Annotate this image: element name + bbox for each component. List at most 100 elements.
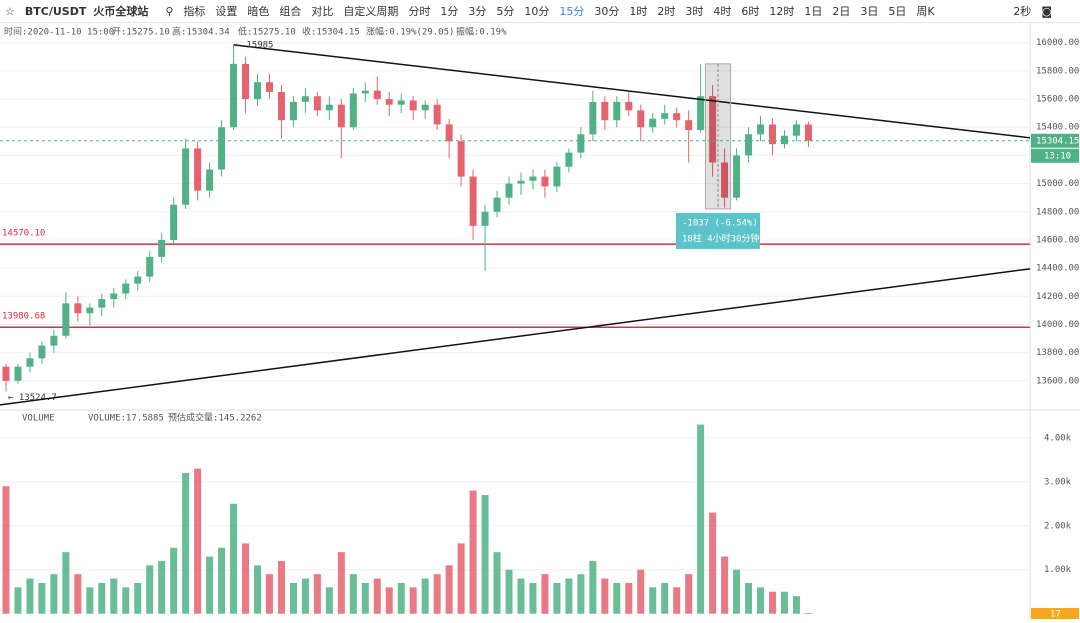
tool-button[interactable]: 暗色 [247,5,270,18]
y-tick-label: 15600.00 [1036,95,1079,105]
candle-body [637,110,645,128]
volume-bar [709,512,717,614]
volume-tag-label: 17 [1050,610,1061,620]
period-button[interactable]: 周K [916,5,935,18]
tool-button[interactable]: 自定义周期 [343,5,399,18]
y-tick-label: 14000.00 [1036,320,1079,330]
volume-bar [265,574,273,614]
periods: 分时 1分 3分 5分 10分 15分 30分 1时 2时 3时 4时 6时 12时 1日 2日 3日 5日 周K [403,3,939,19]
candle-body [409,100,417,111]
candle-body [134,276,142,284]
countdown-tag [1031,148,1079,163]
tool-button[interactable]: 对比 [311,5,334,18]
period-button[interactable]: 6时 [741,5,760,18]
candle-body [792,124,800,136]
candle-body [541,176,549,187]
volume-legend: VOLUME [22,414,55,424]
candle-body [74,303,82,314]
info-text: 时间:2020-11-10 15:00 [4,26,114,38]
exchange: 火币全球站 [93,5,149,18]
countdown-label: 13:10 [1044,151,1071,161]
candle-body [589,101,597,135]
search[interactable]: ⚲ [165,4,174,18]
info-text: 涨幅:0.19%(29.05) [366,26,454,38]
candle-body [529,176,537,181]
candle-body [265,82,273,93]
period-button[interactable]: 12时 [769,5,795,18]
volume-bar [565,578,573,614]
period-button[interactable]: 10分 [524,5,550,18]
candle-body [313,96,321,111]
volume-bar [757,587,765,614]
volume-bar [277,560,285,614]
volume-bar [110,578,118,614]
period-button[interactable]: 3日 [860,5,879,18]
period-button[interactable]: 15分 [559,5,585,18]
period-button[interactable]: 2时 [657,5,676,18]
period-button[interactable]: 2日 [832,5,851,18]
candle-body [254,82,261,100]
period-button[interactable]: 1时 [629,5,648,18]
period-button[interactable]: 1分 [440,5,459,18]
y-tick-label: 13800.00 [1036,348,1079,358]
tool-button[interactable]: 设置 [215,5,238,18]
volume-bar [769,591,776,614]
toolbar: ☆ BTC/USDT 火币全球站 ⚲ 指标 设置 暗色 组合 对比 自定义周期 分时 1分 3… [0,0,1080,23]
candle-body [98,299,106,308]
period-button[interactable]: 5日 [888,5,907,18]
volume-bar [625,582,633,614]
info-text: 低:15275.10 [238,26,296,38]
info-text: 高:15304.34 [172,26,230,38]
volume-bar [685,574,693,614]
y-tick-label: 14800.00 [1036,207,1079,217]
volume-bar [385,587,393,614]
volume-bar [313,574,321,614]
info-text: 振幅:0.19% [456,26,507,38]
volume-bar [481,494,489,614]
period-button[interactable]: 1日 [804,5,823,18]
volume-bar [505,569,513,614]
tool-button[interactable]: 组合 [279,5,302,18]
volume-bar [780,591,788,614]
candle-body [709,96,717,163]
candle-body [50,335,58,346]
volume-bar [804,612,812,614]
candle-body [613,101,621,121]
price-annotation: ← 15985 [236,40,274,50]
trend-line [0,268,1031,406]
period-button[interactable]: 分时 [408,5,431,18]
candle-body [685,120,693,131]
period-button[interactable]: 30分 [594,5,620,18]
candle-body [673,113,681,121]
refresh[interactable]: 2秒 [1013,5,1032,18]
info-text: 开:15275.10 [112,27,170,38]
candle-body [230,63,238,128]
chart: 时间:2020-11-10 15:00开:15275.10 高:15304.34 低… [0,23,1080,620]
candle-body [433,104,441,125]
period-button[interactable]: 3分 [468,5,487,18]
y-tick-label: 16000.00 [1036,38,1079,48]
volume-bar [218,547,226,614]
volume-bar [254,565,261,614]
measure-label: 18柱 4小时30分钟 [682,232,760,244]
volume-bar [697,424,705,614]
volume-bar [541,574,549,614]
candle-body [325,104,333,111]
candle-body [733,155,741,198]
volume-legend: VOLUME:17.5885 [88,414,164,424]
tool-button[interactable]: 指标 [183,5,206,18]
y-tick-label: 14400.00 [1036,264,1079,274]
period-button[interactable]: 4时 [713,5,732,18]
period-button[interactable]: 3时 [685,5,704,18]
symbol: BTC/USDT [24,4,87,18]
candle-body [349,93,357,128]
volume-bar [792,596,800,614]
period-button[interactable]: 5分 [496,5,515,18]
volume-bar [589,560,597,614]
star[interactable]: ☆ [5,4,15,18]
volume-bar [301,578,309,614]
candle-body [457,141,465,177]
candle-body [780,135,788,145]
camera[interactable]: ◙ [1041,4,1052,18]
candle-body [277,92,285,121]
